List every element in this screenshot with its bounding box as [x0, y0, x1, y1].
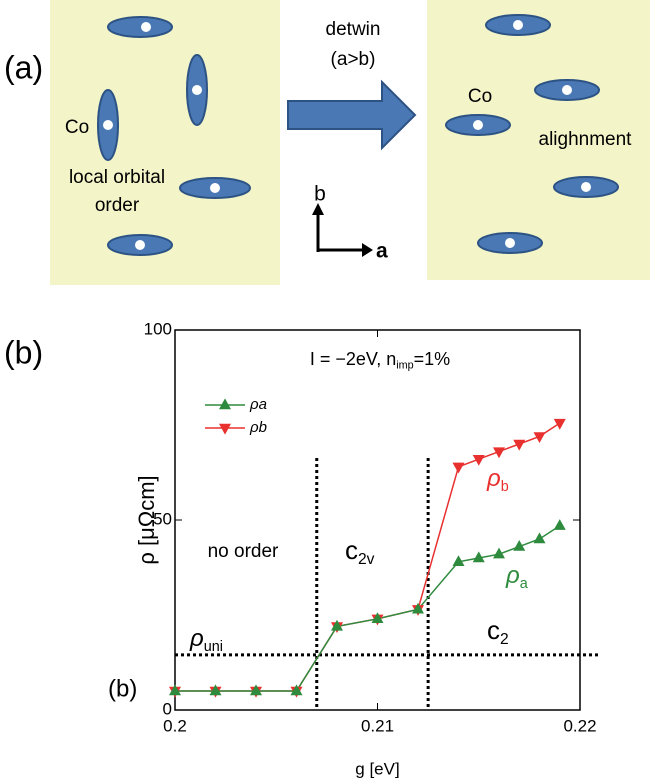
axis-label: a [376, 240, 388, 263]
annotation-tail: =1% [414, 349, 451, 369]
marker [493, 447, 505, 459]
annotation-text: I = −2eV, n [310, 349, 396, 369]
marker [412, 602, 424, 614]
atom-label: Co [65, 117, 89, 138]
marker [250, 684, 262, 696]
annotation-sub: a [520, 576, 528, 592]
marker [371, 612, 384, 623]
marker [513, 439, 526, 451]
arrowhead [362, 243, 373, 257]
annotation: ρuni [189, 625, 223, 655]
caption: order [95, 195, 140, 216]
annotation: c2v [345, 535, 375, 568]
annotation-sub: imp [396, 359, 413, 371]
panel-label: (a) [4, 49, 43, 85]
marker [553, 519, 566, 530]
arrow-label: (a>b) [331, 49, 376, 70]
annotation: I = −2eV, nimp=1% [310, 349, 450, 372]
annotation-sub: 2v [358, 551, 375, 568]
x-axis-label: g [eV] [355, 759, 399, 778]
y-axis-label: ρ [μΩcm] [134, 475, 159, 564]
arrowhead [312, 203, 324, 215]
axis-label: b [314, 183, 326, 206]
marker [533, 432, 546, 443]
annotation-text: ρ [505, 562, 520, 589]
annotation: no order [208, 541, 279, 562]
annotation-text: ρ [189, 625, 204, 652]
x-tick-label: 0.22 [563, 716, 596, 735]
x-tick-label: 0.2 [163, 716, 187, 735]
panel-a: (a) Co local orbital order Co alighnment… [4, 0, 650, 285]
inner-label: (b) [108, 675, 137, 702]
arrow-label: detwin [326, 19, 381, 40]
plot-frame [174, 329, 581, 711]
panel-label: (b) [4, 334, 43, 370]
annotation: ρb [486, 465, 509, 495]
marker [533, 532, 546, 544]
caption: alighnment [539, 129, 633, 150]
legend-label: ρb [249, 419, 267, 436]
marker [553, 418, 566, 430]
legend-label: ρa [249, 396, 267, 413]
y-tick-label: 0 [163, 699, 172, 718]
axes-arrows [316, 212, 362, 252]
annotation: c2 [487, 615, 509, 648]
marker [452, 555, 465, 566]
detwin-arrow [287, 79, 417, 151]
marker [472, 455, 485, 466]
left-box [50, 0, 280, 285]
legend-marker [219, 398, 231, 410]
annotation-sub: 2 [500, 631, 509, 648]
y-tick-label: 50 [153, 509, 172, 528]
y-tick-label: 100 [144, 319, 172, 338]
annotation: ρa [505, 562, 528, 592]
co-atoms [103, 20, 591, 250]
marker [169, 684, 181, 696]
annotation-sub: b [501, 479, 509, 495]
annotation-text: c [345, 535, 358, 565]
x-tick-label: 0.21 [361, 716, 394, 735]
right-box [427, 0, 650, 280]
annotation-sub: uni [204, 639, 223, 655]
marker [452, 462, 465, 474]
marker [513, 540, 526, 551]
marker [290, 684, 303, 696]
atom-label: Co [468, 86, 492, 107]
annotation-text: no order [208, 541, 279, 562]
marker [209, 684, 222, 696]
annotation-text: c [487, 615, 500, 645]
caption: local orbital [69, 167, 165, 188]
marker [493, 547, 505, 559]
legend-marker [219, 423, 231, 435]
annotation-text: ρ [486, 465, 501, 492]
marker [331, 619, 343, 631]
marker [472, 551, 485, 563]
